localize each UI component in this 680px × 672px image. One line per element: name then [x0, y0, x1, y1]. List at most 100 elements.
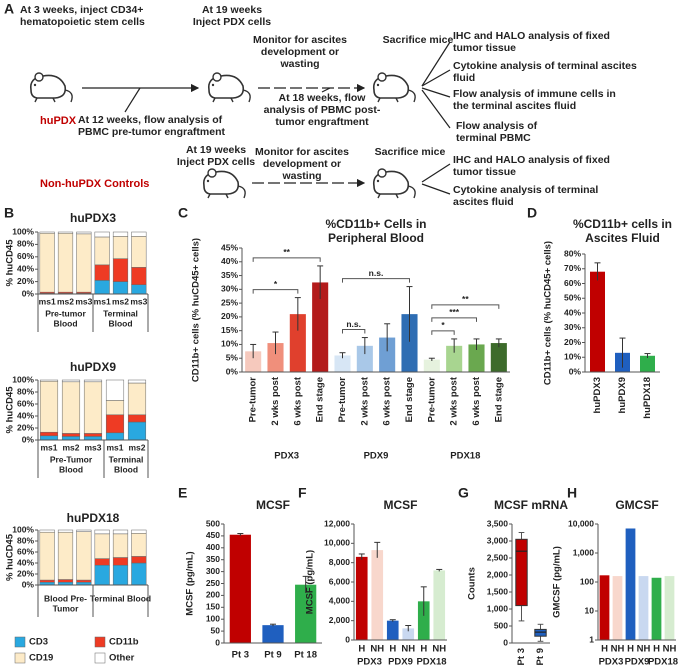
- bar-segment: [57, 232, 74, 293]
- y-tick-label: 100: [580, 576, 594, 586]
- group-label: Blood: [114, 464, 138, 474]
- arrow: [321, 87, 331, 93]
- bar-segment: [83, 433, 103, 437]
- bar-segment: [131, 562, 147, 586]
- x-tick-label: 2 wks post: [359, 376, 370, 425]
- x-tick-label: 6 wks post: [292, 376, 303, 425]
- chart-title: %CD11b+ Cells in: [325, 217, 426, 231]
- bar-segment: [83, 436, 103, 441]
- diagram-text: wasting: [279, 58, 319, 70]
- legend-label: Other: [109, 653, 135, 664]
- bar: [355, 556, 368, 640]
- bar: [640, 355, 655, 372]
- diagram-text: wasting: [281, 170, 321, 182]
- y-tick-label: 350: [206, 554, 220, 564]
- x-tick-label: Pre-tumor: [426, 377, 437, 423]
- group-label: PDX9: [364, 451, 389, 462]
- bar-segment: [57, 529, 74, 533]
- group-label: Blood: [53, 318, 77, 328]
- group-label: PDX3: [599, 657, 624, 668]
- bar: [371, 550, 384, 640]
- mouse-icon: [372, 168, 416, 199]
- bar-segment: [131, 533, 147, 557]
- y-tick-label: 5%: [226, 352, 239, 362]
- bar-segment: [105, 414, 125, 434]
- bar-segment: [94, 236, 110, 266]
- y-tick-label: 2,000: [487, 569, 509, 579]
- group-label: Tumor: [53, 603, 80, 613]
- x-tick-label: H: [389, 644, 396, 655]
- y-tick-label: 3,000: [487, 535, 509, 545]
- arrow: [421, 87, 451, 98]
- significance-bracket: [342, 278, 410, 283]
- bar-segment: [39, 529, 55, 533]
- diagram-text: tumor engraftment: [275, 116, 369, 128]
- diagram-text: At 19 weeks: [202, 4, 262, 16]
- diagram-text: the terminal ascites fluid: [453, 100, 576, 112]
- chart-title: GMCSF: [615, 498, 658, 512]
- panel-letter: D: [527, 205, 537, 221]
- y-tick-label: 60%: [564, 278, 581, 288]
- bar-segment: [76, 531, 92, 581]
- bar: [262, 625, 284, 643]
- bar-segment: [127, 421, 147, 441]
- x-tick-label: ms1: [94, 296, 111, 306]
- significance-bracket: [431, 304, 500, 309]
- diagram-text: Sacrifice mice: [383, 34, 454, 46]
- bar-segment: [112, 533, 129, 558]
- y-tick-label: 1,500: [487, 586, 509, 596]
- bar-segment: [127, 382, 147, 416]
- bar: [490, 343, 507, 372]
- diagram-text: fluid: [453, 72, 475, 84]
- arrow: [124, 87, 141, 113]
- x-tick-label: End stage: [315, 377, 326, 422]
- diagram-text: IHC and HALO analysis of fixed: [453, 30, 610, 42]
- x-tick-label: 6 wks post: [471, 376, 482, 425]
- y-tick-label: 30%: [221, 284, 238, 294]
- diagram-text: At 18 weeks, flow: [279, 92, 367, 104]
- x-tick-label: H: [420, 644, 427, 655]
- significance-label: **: [462, 294, 469, 304]
- box: [515, 538, 528, 607]
- group-label: Blood: [59, 464, 83, 474]
- y-tick-label: 40%: [17, 263, 34, 273]
- x-tick-label: Pt 3: [232, 650, 249, 661]
- legend-label: CD3: [29, 637, 48, 648]
- panel-letter: B: [4, 205, 14, 221]
- significance-bracket: [431, 330, 455, 335]
- panel-letter: G: [458, 485, 469, 501]
- y-tick-label: 100%: [12, 374, 34, 384]
- y-tick-label: 0%: [569, 366, 582, 376]
- x-tick-label: Pre-tumor: [248, 377, 259, 423]
- bar-segment: [76, 579, 92, 583]
- significance-bracket: [342, 329, 366, 334]
- x-tick-label: Pt 3: [516, 648, 527, 665]
- significance-label: n.s.: [369, 268, 384, 278]
- bar-segment: [57, 579, 74, 583]
- bar: [295, 584, 317, 643]
- x-tick-label: NH: [611, 644, 625, 655]
- y-tick-label: 25%: [221, 297, 238, 307]
- group-label: PDX18: [648, 657, 678, 668]
- bar: [379, 337, 396, 372]
- x-tick-label: Pt 18: [294, 650, 317, 661]
- group-label: PDX9: [625, 657, 650, 668]
- diagram-text: hematopoietic stem cells: [20, 16, 145, 28]
- bar: [468, 344, 485, 372]
- chart-title: MCSF mRNA: [494, 498, 568, 512]
- bar: [423, 359, 440, 372]
- diagram-text: development or: [261, 46, 339, 58]
- y-tick-label: 50: [211, 625, 221, 635]
- y-tick-label: 4,000: [329, 596, 351, 606]
- x-tick-label: huPDX9: [617, 377, 628, 413]
- y-tick-label: 0: [503, 637, 508, 647]
- y-tick-label: 3,500: [487, 518, 509, 528]
- diagram-text: Inject PDX cells: [177, 156, 255, 168]
- diagram-text: PBMC pre-tumor engraftment: [78, 126, 226, 138]
- bar-segment: [39, 379, 59, 382]
- bar-segment: [61, 381, 81, 434]
- bar-segment: [112, 557, 129, 566]
- arrow: [421, 163, 451, 183]
- diagram-text: Flow analysis of immune cells in: [453, 88, 616, 100]
- bar: [599, 575, 610, 640]
